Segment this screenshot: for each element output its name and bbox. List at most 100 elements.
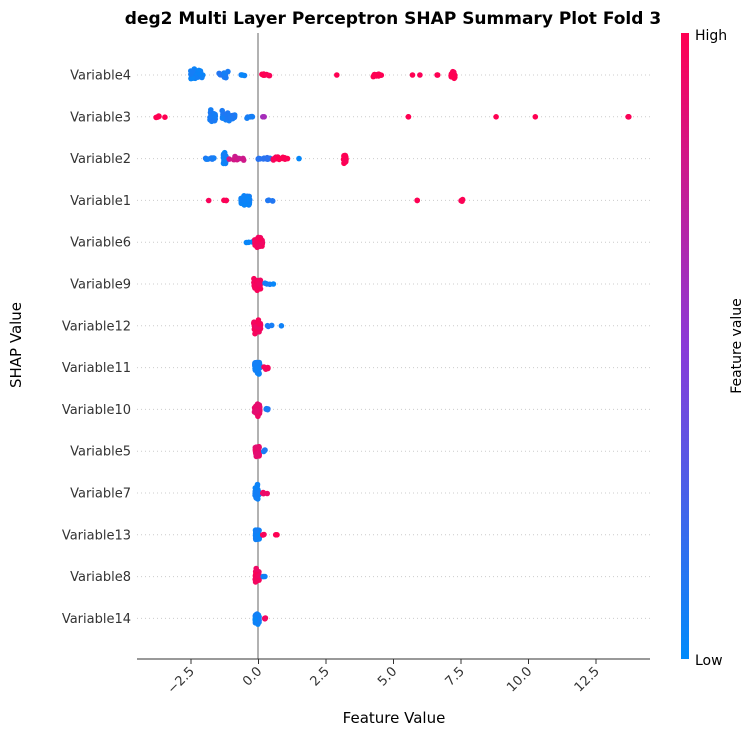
shap-point (449, 72, 455, 78)
shap-point (239, 72, 246, 78)
shap-point (221, 151, 227, 158)
shap-point (231, 156, 238, 163)
shap-point (282, 156, 288, 162)
shap-point (252, 492, 258, 499)
shap-point (342, 157, 349, 164)
feature-label: Variable6 (70, 236, 131, 251)
colorbar (681, 33, 689, 659)
x-ticks: −2.5 0.0 2.5 5.0 7.5 10.0 12.5 (165, 659, 603, 697)
shap-point (263, 71, 270, 78)
shap-point (249, 114, 256, 120)
shap-point (253, 528, 260, 534)
shap-point (255, 573, 262, 579)
shap-point (253, 577, 260, 584)
shap-point (246, 201, 253, 207)
shap-point (409, 72, 416, 78)
shap-point (236, 155, 243, 162)
shap-point (256, 281, 262, 287)
shap-point (221, 70, 228, 77)
shap-point (153, 114, 159, 121)
shap-point (261, 447, 268, 454)
feature-label: Variable5 (70, 445, 131, 460)
shap-point (271, 155, 277, 162)
shap-point (189, 68, 196, 75)
shap-point (228, 115, 234, 121)
shap-point (275, 155, 282, 162)
shap-point (211, 155, 217, 161)
shap-point (252, 242, 258, 248)
shap-point (252, 485, 259, 491)
shap-point (434, 72, 441, 78)
shap-point (226, 156, 232, 162)
feature-label: Variable8 (70, 570, 131, 585)
shap-point (334, 72, 340, 78)
shap-point (278, 323, 285, 329)
y-axis-label: SHAP Value (7, 302, 25, 388)
shap-point (274, 532, 280, 538)
shap-point (254, 408, 260, 414)
colorbar-low-label: Low (695, 653, 723, 669)
feature-labels: Variable4 Variable3 Variable2 Variable1 Vari… (62, 69, 131, 627)
x-tick-label: 5.0 (375, 664, 400, 689)
colorbar-title: Feature value (729, 298, 745, 394)
shap-point (211, 113, 218, 120)
x-tick-label: 10.0 (504, 664, 535, 695)
shap-point (262, 573, 268, 580)
feature-label: Variable4 (70, 69, 131, 84)
shap-point (414, 197, 421, 204)
shap-point (459, 196, 466, 203)
feature-label: Variable14 (62, 612, 131, 627)
shap-point (252, 330, 258, 337)
x-tick-label: 7.5 (443, 664, 468, 689)
colorbar-high-label: High (695, 28, 727, 44)
shap-point (532, 114, 539, 120)
feature-label: Variable2 (70, 152, 131, 167)
shap-point (370, 73, 377, 79)
shap-point (270, 281, 277, 287)
row-gridlines (137, 74, 650, 619)
feature-label: Variable9 (70, 278, 131, 293)
shap-point (264, 490, 271, 497)
feature-label: Variable10 (62, 403, 131, 418)
shap-point (243, 239, 250, 246)
shap-point (251, 283, 258, 290)
feature-label: Variable7 (70, 487, 131, 502)
shap-point (257, 236, 264, 242)
shap-point (252, 616, 258, 623)
shap-point (203, 156, 210, 162)
shap-point (260, 156, 267, 162)
shap-point (264, 364, 271, 371)
chart-title: deg2 Multi Layer Perceptron SHAP Summary… (125, 9, 661, 29)
x-tick-label: 0.0 (240, 664, 265, 689)
shap-point (255, 156, 262, 162)
shap-point (256, 321, 263, 327)
shap-point (417, 72, 423, 78)
x-tick-label: 2.5 (308, 664, 333, 689)
data-points (153, 66, 632, 627)
shap-point (626, 114, 632, 120)
shap-point (254, 365, 260, 372)
shap-point (205, 197, 212, 204)
shap-point (254, 451, 261, 457)
shap-point (221, 156, 228, 162)
shap-point (296, 155, 302, 162)
shap-point (219, 115, 226, 121)
shap-point (240, 157, 247, 163)
shap-point (261, 531, 267, 538)
shap-point (405, 114, 412, 120)
shap-point (197, 71, 203, 78)
shap-point (256, 444, 262, 451)
feature-label: Variable1 (70, 194, 131, 209)
shap-point (253, 565, 259, 572)
shap-point (376, 72, 383, 78)
feature-label: Variable3 (70, 110, 131, 125)
feature-label: Variable13 (62, 528, 131, 543)
shap-point (255, 413, 261, 420)
shap-point (162, 114, 168, 120)
x-tick-label: 12.5 (572, 664, 603, 695)
shap-point (265, 323, 272, 330)
x-tick-label: −2.5 (165, 664, 198, 697)
shap-point (261, 114, 268, 120)
feature-label: Variable11 (62, 361, 131, 376)
